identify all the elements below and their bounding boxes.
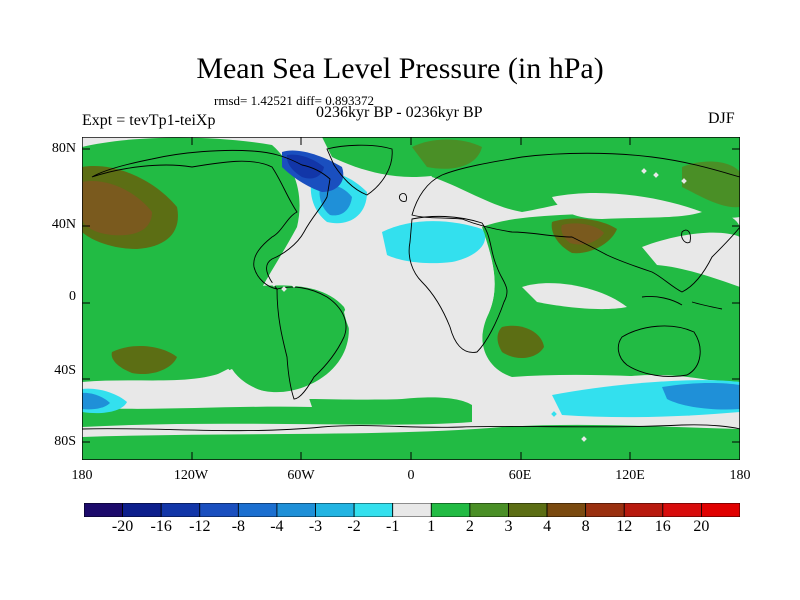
lat-label-40n: 40N [51,217,76,232]
colorbar-label: 2 [465,518,474,535]
lon-label-60w: 60W [287,468,315,483]
axis-ticks [82,137,740,460]
colorbar-label: 16 [654,518,671,535]
colorbar-label: -8 [231,518,246,535]
colorbar-label: -3 [308,518,323,535]
colorbar-box [662,503,702,517]
lon-label-0: 0 [407,468,415,483]
colorbar-label: 3 [504,518,513,535]
colorbar-box [315,503,355,517]
lat-label-40s: 40S [54,363,76,378]
lon-label-120w: 120W [173,468,209,483]
colorbar-box [392,503,432,517]
colorbar-box [469,503,509,517]
colorbar-box [160,503,201,517]
period-label: 0236kyr BP - 0236kyr BP [316,104,483,121]
cyan-speckle-markers [551,408,692,417]
colorbar-label: 1 [427,518,436,535]
colorbar-label: -16 [150,518,172,535]
lat-label-80n: 80N [51,141,76,156]
colorbar-box [84,503,123,517]
colorbar-box [199,503,239,517]
season-label: DJF [708,110,735,127]
colorbar [84,503,740,517]
experiment-label: Expt = tevTp1-teiXp [82,112,216,129]
speckle-markers [271,168,687,442]
lon-label-60e: 60E [508,468,532,483]
colorbar-label: 4 [543,518,552,535]
stats-label: rmsd= 1.42521 diff= 0.893372 [214,93,374,108]
colorbar-box [353,503,394,517]
pressure-map [82,137,740,460]
colorbar-box [122,503,162,517]
colorbar-label: -20 [111,518,134,535]
colorbar-box [701,503,740,517]
lon-label-120e: 120E [615,468,645,483]
positive-anomaly-brown [82,139,740,375]
colorbar-box [508,503,548,517]
plot-title: Mean Sea Level Pressure (in hPa) [196,52,604,85]
colorbar-label: 12 [616,518,633,535]
lon-label-180w: 180 [71,468,93,483]
colorbar-box [237,503,278,517]
colorbar-label: 20 [693,518,710,535]
colorbar-label: -4 [270,518,284,535]
colorbar-label: -12 [189,518,211,535]
lon-label-180e: 180 [729,468,751,483]
colorbar-box [585,503,625,517]
colorbar-box [276,503,316,517]
lat-label-0: 0 [69,289,76,304]
colorbar-box [430,503,471,517]
colorbar-label: -1 [386,518,400,535]
coastlines [82,144,740,432]
lat-label-80s: 80S [54,434,76,449]
colorbar-box [546,503,587,517]
colorbar-label: -2 [347,518,361,535]
colorbar-label: 8 [581,518,590,535]
colorbar-box [623,503,664,517]
negative-anomaly [82,150,740,418]
